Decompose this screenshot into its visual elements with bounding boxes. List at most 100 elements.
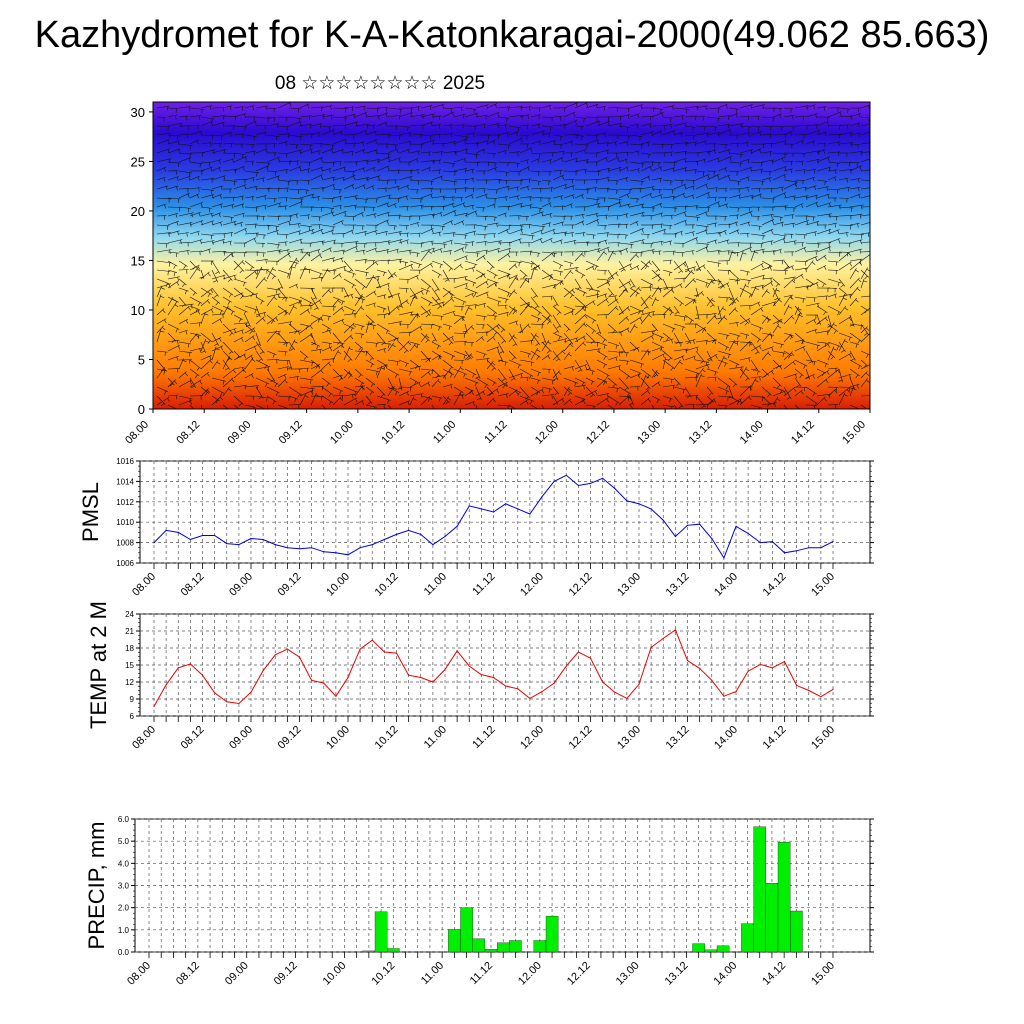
x-tick-label: 08.00 — [130, 571, 158, 599]
wind-barb — [849, 404, 861, 409]
wind-barb-flag — [714, 371, 717, 376]
wind-barb — [200, 120, 213, 127]
wind-barb-flag — [395, 374, 398, 378]
wind-barb-flag — [437, 380, 441, 384]
wind-barb-flag — [665, 359, 670, 361]
wind-barb — [277, 169, 289, 172]
wind-barb — [585, 233, 596, 236]
y-tick-label: 10 — [131, 303, 145, 318]
data-point — [759, 542, 761, 544]
wind-barb — [816, 142, 827, 145]
wind-barb-flag — [187, 193, 190, 198]
wind-barb — [838, 278, 846, 287]
wind-barb-flag — [788, 306, 793, 309]
wind-barb — [574, 364, 588, 370]
wind-barb — [387, 143, 398, 146]
wind-barb-flag — [494, 216, 496, 222]
wind-barb-flag — [594, 390, 598, 395]
x-tick-label: 12.12 — [567, 724, 595, 752]
wind-barb — [750, 248, 765, 253]
wind-barb — [706, 201, 720, 208]
wind-barb-flag — [547, 355, 551, 360]
wind-barb — [519, 242, 531, 244]
wind-barb-flag — [627, 392, 630, 397]
wind-barb — [827, 176, 837, 181]
wind-barb — [618, 140, 629, 145]
wind-barb-flag — [818, 150, 820, 156]
wind-barb — [233, 278, 247, 284]
wind-barb — [541, 354, 550, 361]
wind-barb-flag — [214, 294, 218, 298]
wind-barb — [662, 323, 676, 330]
wind-barb — [530, 158, 540, 163]
wind-barb — [354, 197, 369, 200]
wind-barb-flag — [167, 139, 170, 144]
wind-barb — [574, 220, 585, 226]
wind-barb-flag — [670, 152, 672, 157]
wind-barb — [717, 404, 728, 407]
wind-barb-flag — [720, 285, 724, 289]
wind-barb — [464, 267, 475, 271]
wind-barb — [640, 152, 652, 155]
wind-barb-flag — [547, 314, 551, 319]
wind-barb — [178, 303, 194, 307]
wind-barb-flag — [779, 249, 782, 254]
wind-barb-flag — [814, 329, 817, 334]
wind-barb-flag — [223, 115, 225, 120]
wind-barb-flag — [872, 131, 873, 135]
wind-barb — [629, 359, 644, 365]
wind-barb — [706, 107, 721, 110]
wind-barb-flag — [736, 401, 740, 406]
wind-barb — [860, 251, 870, 253]
x-tick-label: 10.12 — [373, 724, 401, 752]
wind-barb — [222, 368, 235, 379]
wind-barb-flag — [210, 106, 212, 111]
wind-barb — [673, 283, 683, 289]
wind-barb-flag — [251, 374, 254, 379]
wind-barb-flag — [792, 361, 796, 366]
wind-barb — [816, 120, 830, 127]
wind-barb — [849, 260, 862, 271]
wind-barb — [673, 261, 686, 271]
wind-barb — [475, 291, 489, 298]
wind-barb-flag — [781, 158, 784, 163]
wind-barb — [244, 237, 257, 244]
wind-barb — [398, 206, 410, 208]
wind-barb-flag — [347, 358, 352, 362]
wind-barb — [849, 386, 854, 397]
data-point — [408, 529, 410, 532]
wind-barb-flag — [229, 412, 232, 415]
wind-barb — [717, 128, 732, 136]
wind-barb — [717, 187, 728, 190]
wind-barb-flag — [471, 194, 474, 199]
y-tick-label: 15 — [131, 253, 145, 268]
wind-barb — [794, 139, 804, 145]
wind-barb-flag — [834, 390, 838, 394]
wind-barb-flag — [839, 112, 842, 117]
wind-barb-flag — [617, 157, 620, 162]
wind-barb — [453, 368, 468, 375]
wind-barb-flag — [808, 361, 813, 364]
wind-barb-flag — [375, 230, 377, 235]
wind-barb-flag — [556, 325, 561, 329]
wind-barb — [332, 349, 339, 361]
wind-barb — [343, 346, 351, 361]
wind-barb-flag — [540, 238, 543, 243]
wind-barb — [464, 142, 480, 145]
wind-barb-flag — [219, 319, 223, 323]
wind-barb — [398, 125, 411, 128]
wind-barb — [321, 329, 332, 334]
wind-barb — [453, 134, 469, 138]
wind-barb-flag — [717, 118, 719, 123]
wind-barb — [651, 194, 663, 199]
wind-barb — [189, 359, 202, 369]
wind-barb-flag — [637, 114, 640, 119]
wind-barb-flag — [769, 333, 773, 338]
data-point — [189, 663, 191, 665]
wind-barb — [530, 347, 538, 361]
wind-barb-flag — [607, 393, 609, 398]
wind-barb — [618, 114, 631, 118]
wind-barb-flag — [725, 385, 729, 390]
wind-barb-flag — [425, 335, 430, 339]
